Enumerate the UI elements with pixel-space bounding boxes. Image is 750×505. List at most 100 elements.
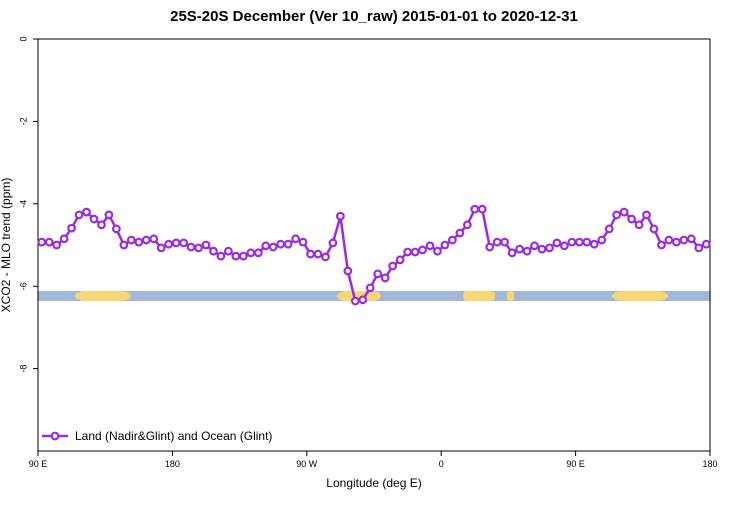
data-point: [455, 228, 465, 238]
data-point: [141, 235, 151, 245]
x-tick-label: 90 E: [29, 459, 48, 469]
data-point: [582, 237, 592, 247]
data-point: [171, 238, 181, 248]
data-point: [433, 246, 442, 256]
data-point: [410, 247, 420, 257]
y-axis-title: XCO2 - MLO trend (ppm): [0, 178, 13, 313]
data-point: [209, 246, 218, 256]
data-point: [291, 234, 301, 244]
land-patch: [507, 291, 514, 301]
data-point: [59, 234, 69, 244]
data-point: [664, 235, 674, 245]
data-point: [238, 251, 248, 261]
data-point: [253, 248, 263, 258]
data-point: [589, 239, 599, 249]
data-point: [462, 220, 472, 230]
data-point: [119, 240, 129, 250]
data-point: [672, 237, 681, 247]
data-point: [358, 295, 368, 305]
data-point: [179, 238, 189, 248]
data-point: [418, 245, 427, 255]
data-point: [560, 241, 569, 251]
data-point: [515, 244, 524, 254]
data-point: [82, 207, 91, 217]
data-point: [657, 240, 666, 250]
data-point: [597, 235, 607, 245]
data-point: [283, 239, 293, 249]
data-point: [567, 237, 577, 247]
data-point: [373, 269, 383, 279]
data-point: [448, 235, 457, 245]
data-point: [156, 243, 166, 253]
data-point: [149, 234, 159, 244]
data-point: [67, 223, 76, 233]
land-patch: [75, 291, 131, 301]
x-tick-label: 90 E: [566, 459, 585, 469]
y-tick-label: -8: [18, 365, 28, 373]
data-point: [313, 249, 323, 259]
data-point: [619, 207, 629, 217]
data-point: [403, 247, 413, 257]
legend-marker: [50, 431, 60, 441]
data-point: [336, 211, 345, 221]
data-point: [111, 224, 121, 234]
data-point: [395, 255, 405, 265]
data-point: [530, 241, 539, 251]
y-tick-label: -6: [18, 282, 28, 290]
data-point: [649, 224, 659, 234]
y-tick-label: 0: [18, 36, 28, 41]
data-point: [194, 243, 203, 253]
data-point: [231, 251, 241, 261]
x-tick-label: 180: [702, 459, 717, 469]
chart-title: 25S-20S December (Ver 10_raw) 2015-01-01…: [170, 8, 578, 25]
x-tick-label: 0: [439, 459, 444, 469]
data-point: [522, 246, 532, 256]
data-point: [604, 224, 614, 234]
data-point: [126, 235, 136, 245]
data-point: [37, 237, 47, 247]
data-point: [679, 235, 689, 245]
data-point: [298, 237, 308, 247]
data-point: [642, 210, 651, 220]
land-patch: [612, 291, 668, 301]
data-point: [537, 244, 547, 254]
land-patch: [463, 291, 495, 301]
data-point: [612, 210, 622, 220]
data-point: [477, 204, 487, 214]
data-point: [552, 238, 562, 248]
data-point: [350, 296, 360, 306]
data-point: [164, 239, 174, 249]
x-tick-label: 180: [165, 459, 180, 469]
data-point: [74, 210, 84, 220]
data-point: [261, 241, 271, 251]
data-point: [201, 240, 211, 250]
data-point: [89, 214, 99, 224]
legend-label: Land (Nadir&Glint) and Ocean (Glint): [75, 429, 272, 443]
data-point: [44, 237, 54, 247]
data-point: [545, 243, 554, 253]
data-point: [627, 214, 636, 224]
data-point: [440, 240, 450, 250]
y-tick-label: -2: [18, 117, 28, 125]
data-point: [500, 237, 510, 247]
data-point: [634, 220, 644, 230]
data-point: [485, 242, 495, 252]
data-point: [97, 220, 106, 230]
y-tick-label: -4: [18, 200, 28, 208]
data-point: [268, 242, 278, 252]
land-ocean-band: [38, 291, 710, 301]
data-point: [470, 204, 480, 214]
data-point: [492, 237, 502, 247]
data-point: [686, 234, 696, 244]
data-point: [425, 241, 435, 251]
data-point: [321, 252, 330, 262]
x-axis-title: Longitude (deg E): [326, 476, 421, 490]
data-point: [507, 248, 517, 258]
data-point: [306, 249, 315, 259]
data-point: [186, 242, 196, 252]
data-point: [701, 239, 711, 249]
data-point: [104, 210, 114, 220]
data-point: [276, 239, 286, 249]
data-point: [52, 240, 62, 250]
